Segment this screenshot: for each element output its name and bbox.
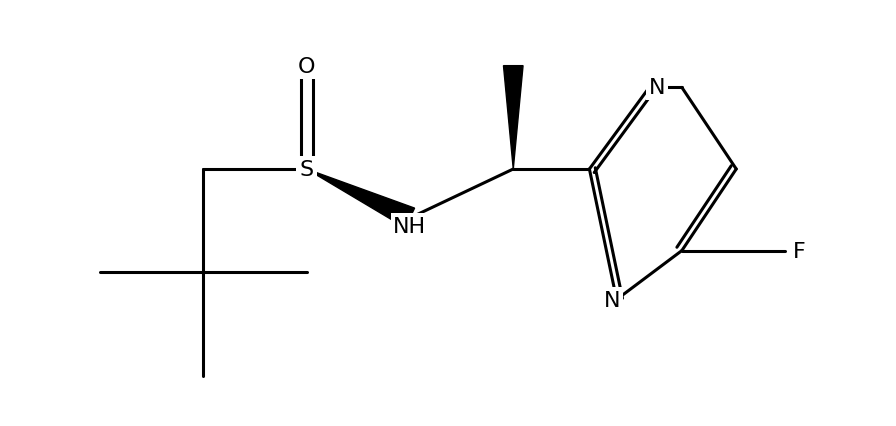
- Text: F: F: [793, 241, 806, 261]
- Text: NH: NH: [393, 216, 426, 236]
- Polygon shape: [504, 66, 523, 170]
- Text: N: N: [649, 78, 665, 98]
- Polygon shape: [306, 170, 415, 228]
- Text: S: S: [299, 160, 314, 180]
- Text: O: O: [297, 57, 315, 77]
- Text: N: N: [604, 290, 621, 310]
